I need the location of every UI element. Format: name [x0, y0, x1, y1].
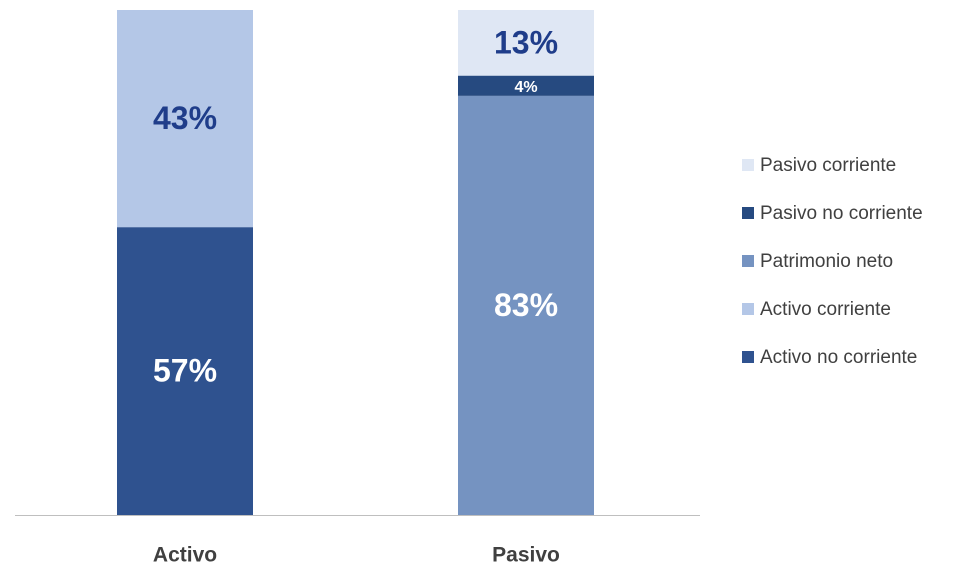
bar-segment — [117, 10, 253, 228]
bar-segment — [458, 10, 594, 76]
legend-swatch — [742, 159, 754, 171]
x-tick-label: Activo — [153, 544, 217, 567]
data-label: 83% — [494, 287, 558, 323]
data-label: 43% — [153, 100, 217, 136]
legend-label: Pasivo corriente — [760, 155, 896, 176]
legend-label: Patrimonio neto — [760, 251, 893, 272]
data-label: 13% — [494, 24, 558, 60]
legend-label: Pasivo no corriente — [760, 203, 923, 224]
legend-label: Activo no corriente — [760, 347, 917, 368]
legend-label: Activo corriente — [760, 299, 891, 320]
legend-swatch — [742, 303, 754, 315]
bar-segment — [458, 75, 594, 96]
bar-segment — [458, 95, 594, 515]
legend-swatch — [742, 351, 754, 363]
legend-swatch — [742, 255, 754, 267]
legend-swatch — [742, 207, 754, 219]
data-label: 4% — [514, 79, 537, 96]
x-tick-label: Pasivo — [492, 544, 560, 567]
data-label: 57% — [153, 353, 217, 389]
bar-segment — [117, 227, 253, 515]
